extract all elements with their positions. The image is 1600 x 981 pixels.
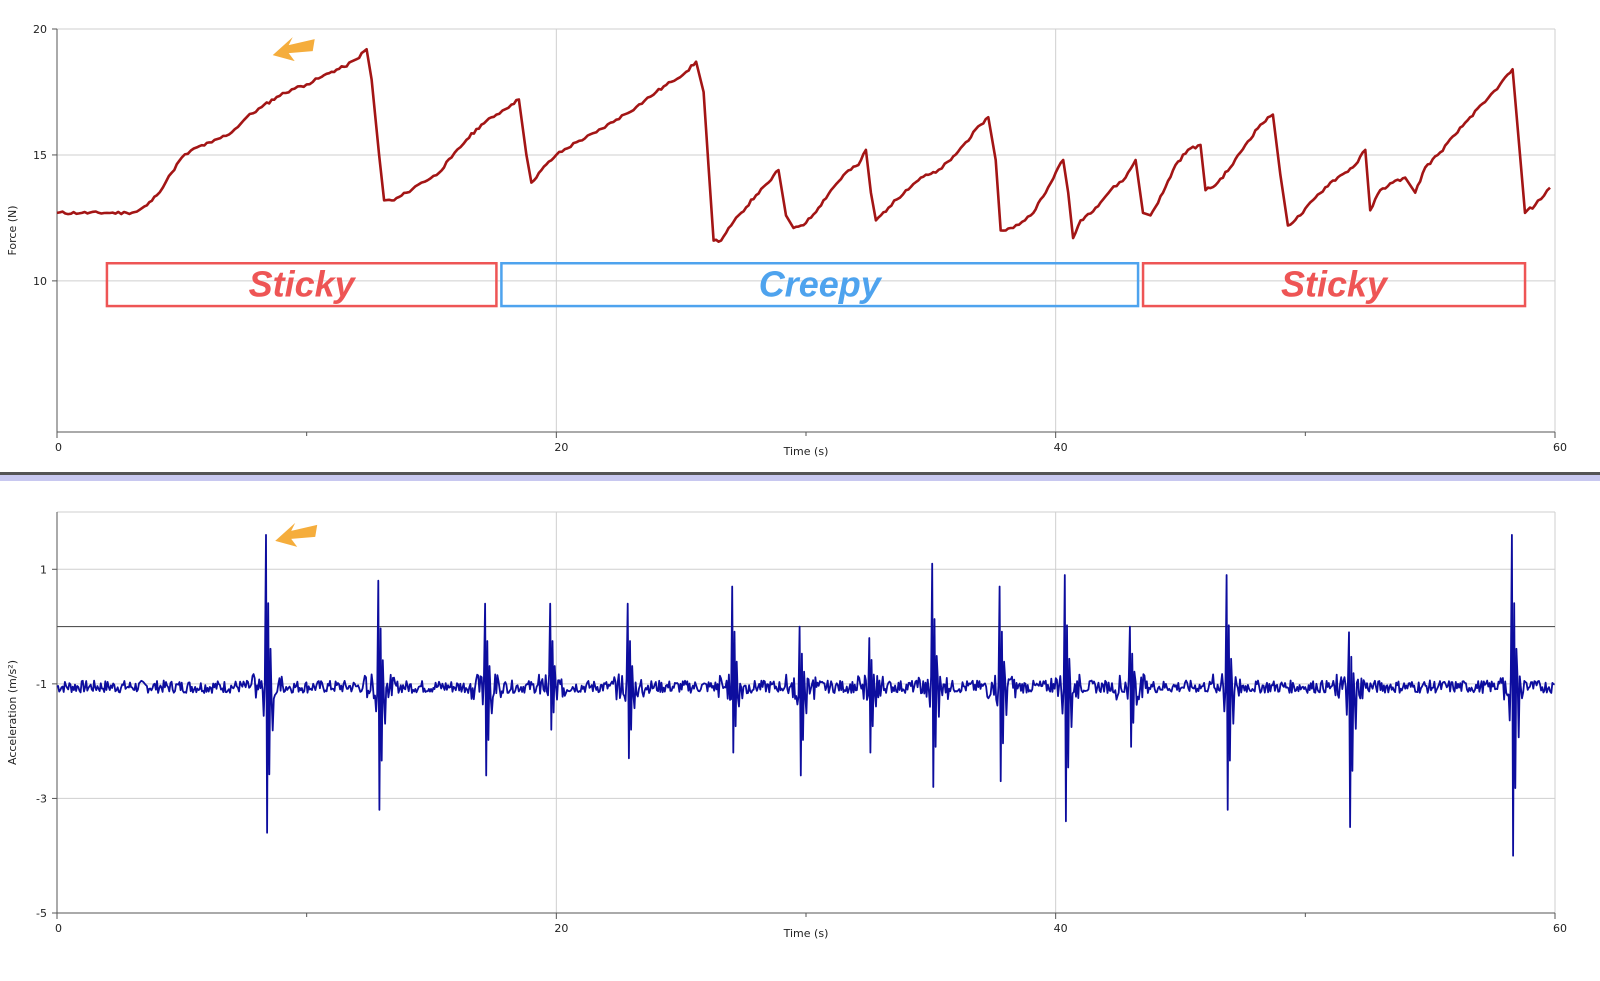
region-box-sticky [1141, 261, 1527, 308]
region-label-sticky: Sticky [1281, 264, 1389, 305]
x-tick-label: 40 [1054, 441, 1068, 454]
y-tick-label: 15 [33, 149, 47, 162]
panel-divider-dark [0, 472, 1600, 475]
x-tick-label: 60 [1553, 922, 1567, 935]
y-tick-label: -5 [36, 907, 47, 920]
arrow-icon-shape [272, 37, 315, 62]
region-label-sticky: Sticky [249, 264, 357, 305]
arrow-icon [275, 522, 318, 547]
y-tick-label: -3 [36, 792, 47, 805]
y-tick-label: -1 [36, 678, 47, 691]
region-label-creepy: Creepy [759, 264, 883, 305]
y-tick-label: 10 [33, 275, 47, 288]
y-axis-title: Acceleration (m/s²) [6, 660, 19, 765]
chart-panel-2: 0 20 40 60 1 -1 -3 -5 Time (s) Acceleration (m/s²… [6, 511, 1567, 940]
region-box-creepy [500, 261, 1140, 308]
arrow-icon [272, 37, 315, 62]
x-axis-title: Time (s) [783, 927, 829, 940]
x-tick-label: 0 [55, 922, 62, 935]
chart-panel-1: 0 20 40 60 20 15 10 Time (s) Force (N) Sticky Cree… [6, 23, 1567, 458]
x-tick-label: 20 [554, 922, 568, 935]
x-tick-label: 40 [1054, 922, 1068, 935]
y-tick-label: 1 [40, 563, 47, 576]
region-box-sticky [105, 261, 498, 308]
force-series-line [56, 47, 1551, 243]
y-tick-label: 20 [33, 23, 47, 36]
y-axis-title: Force (N) [6, 205, 19, 255]
acceleration-series-line [56, 534, 1555, 857]
x-tick-label: 20 [554, 441, 568, 454]
x-axis-title: Time (s) [783, 445, 829, 458]
x-tick-label: 60 [1553, 441, 1567, 454]
panel-divider [0, 475, 1600, 481]
x-tick-label: 0 [55, 441, 62, 454]
arrow-icon-shape [275, 522, 318, 547]
